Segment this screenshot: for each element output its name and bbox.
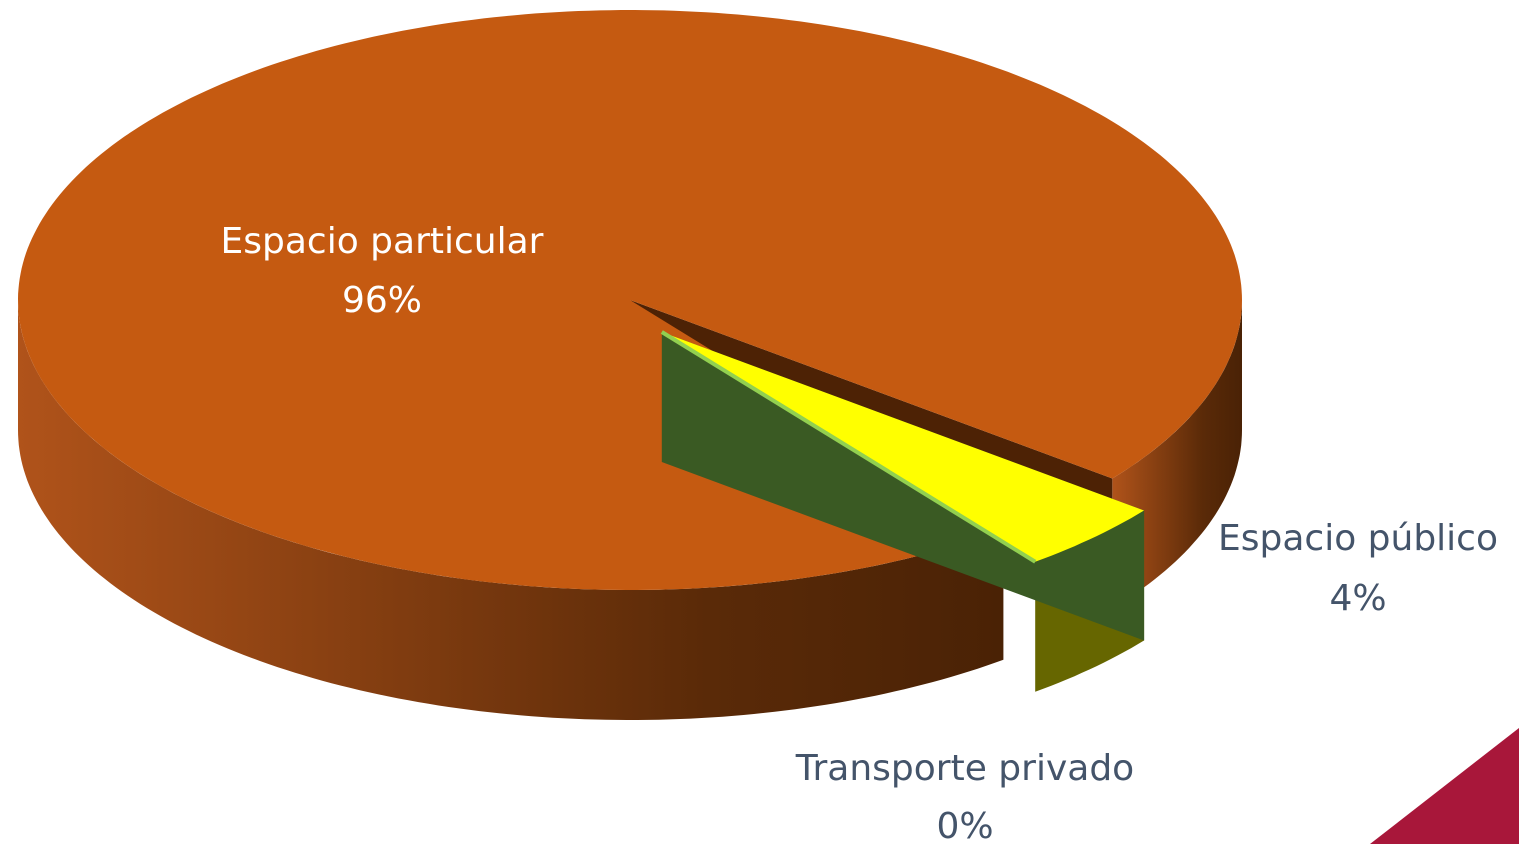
corner-decoration bbox=[1370, 728, 1519, 844]
slice-value-label: 0% bbox=[936, 806, 993, 844]
slice-side bbox=[1112, 300, 1242, 609]
slice-value-label: 96% bbox=[342, 280, 422, 321]
slice-side bbox=[18, 300, 1004, 720]
slice-value-label: 4% bbox=[1329, 578, 1386, 619]
slice-label: Espacio particular bbox=[221, 221, 544, 262]
slice-label: Transporte privado bbox=[795, 748, 1134, 789]
slice-face bbox=[661, 332, 1145, 641]
slice bbox=[660, 330, 1037, 564]
slice-label: Espacio público bbox=[1218, 518, 1498, 559]
pie bbox=[18, 10, 1242, 720]
slice bbox=[18, 10, 1242, 590]
slice bbox=[661, 332, 1145, 562]
